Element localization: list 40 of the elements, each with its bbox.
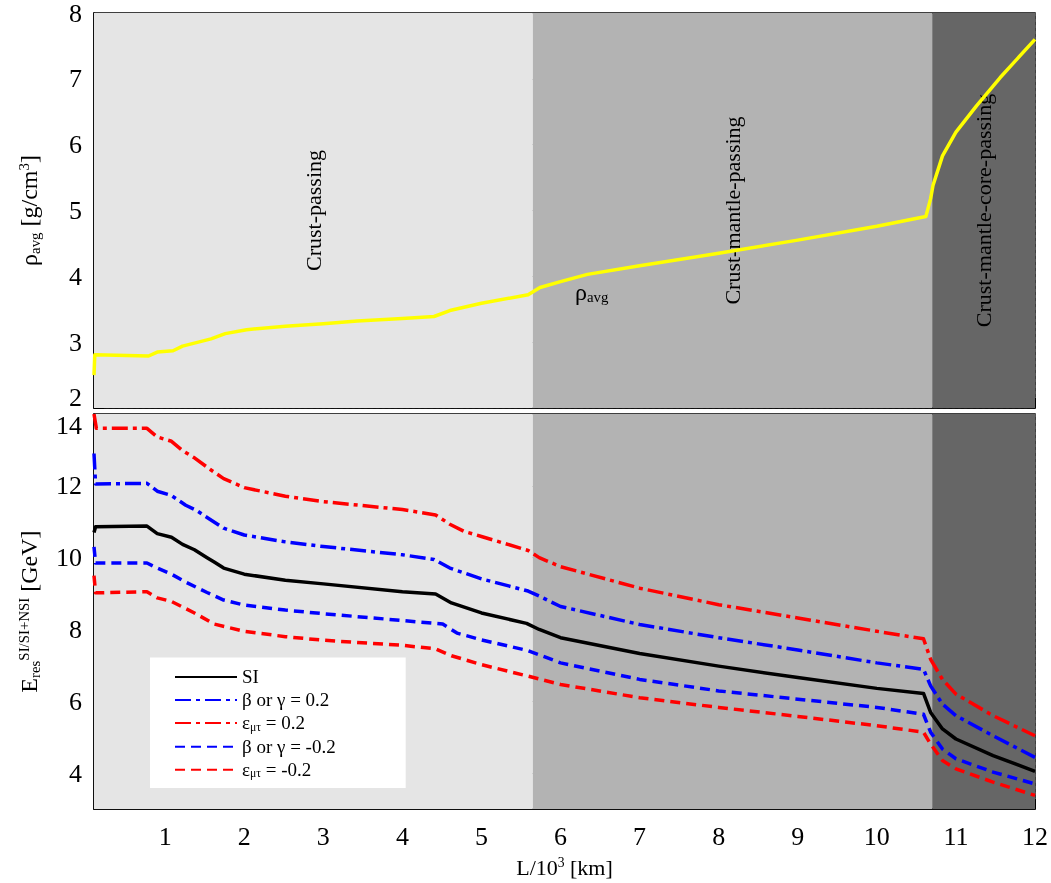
x-tick-label: 8 [712,821,726,851]
legend-label: εμτ = -0.2 [242,759,312,781]
line-series [92,412,1037,738]
y-tick-label: 8 [69,614,82,644]
x-tick-label: 1 [158,821,172,851]
x-tick-label: 10 [863,821,890,851]
y-tick-label: 5 [69,196,82,225]
y-tick-label: 2 [69,383,82,413]
y-tick-label: 8 [69,0,82,28]
legend-label: β or γ = 0.2 [242,689,330,711]
y-tick-label: 14 [56,411,82,441]
annotation: ρavg [575,279,610,306]
y-tick-label: 10 [56,543,82,573]
y-tick-label: 6 [69,130,82,160]
x-tick-label: 2 [237,821,251,851]
x-tick-label: 3 [316,821,330,851]
band-label: Crust-passing [300,150,326,271]
y-tick-label: 4 [69,261,82,291]
x-tick-label: 11 [943,821,969,851]
y-tick-label: 12 [56,471,82,501]
line-series [92,37,1037,377]
y-tick-label: 7 [69,64,82,94]
line-series [92,573,1037,798]
legend-label: β or γ = -0.2 [242,736,336,758]
x-tick-label: 12 [1022,821,1048,851]
y-axis-title: ρavg [g/cm3] [15,155,43,266]
y-tick-label: 3 [69,327,82,357]
y-axis-title: EresSI/SI+NSI [GeV] [15,530,43,693]
y-tick-label: 4 [69,758,82,788]
x-tick-label: 6 [554,821,568,851]
x-tick-label: 4 [395,821,409,851]
legend-label: SI [242,666,259,688]
x-tick-label: 9 [791,821,805,851]
band-label: Crust-mantle-passing [720,116,746,305]
y-tick-label: 6 [69,686,82,716]
x-tick-label: 5 [474,821,488,851]
legend-label: εμτ = 0.2 [242,712,305,734]
x-tick-label: 7 [633,821,647,851]
line-series [92,451,1037,760]
band-label: Crust-mantle-core-passing [971,93,997,328]
